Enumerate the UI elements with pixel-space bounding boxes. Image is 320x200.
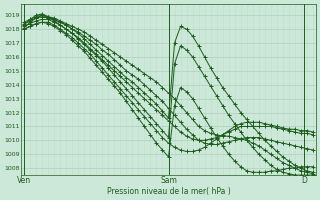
X-axis label: Pression niveau de la mer( hPa ): Pression niveau de la mer( hPa ) [107, 187, 230, 196]
